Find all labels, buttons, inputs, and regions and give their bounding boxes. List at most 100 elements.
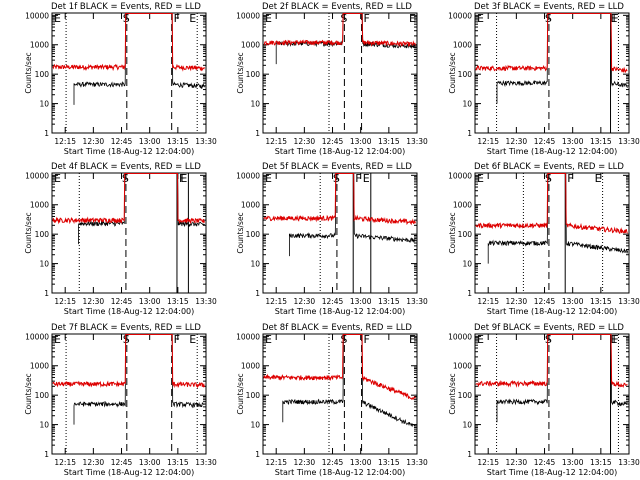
plot-frame (262, 12, 418, 134)
x-tick-label: 12:15 (54, 297, 76, 306)
panel-3: Det 3f BLACK = Events, RED = LLD 1 10 100 10… (448, 2, 640, 156)
panel-4: Det 4f BLACK = Events, RED = LLD 1 10 100 10… (24, 162, 217, 316)
plot-frame (262, 172, 418, 294)
lld-series-line (52, 13, 205, 72)
x-tick-label: 13:15 (378, 458, 400, 467)
events-series-line (496, 334, 628, 423)
y-tick-label: 10000 (236, 171, 260, 180)
y-tick-label: 1000 (241, 41, 260, 50)
x-tick-label: 13:00 (562, 137, 584, 146)
plot-frame (474, 172, 630, 294)
x-tick-label: 13:30 (195, 458, 217, 467)
interval-label: F (613, 333, 619, 346)
x-tick-label: 12:45 (534, 137, 556, 146)
x-tick-label: 13:15 (167, 297, 189, 306)
x-tick-label: 13:15 (167, 137, 189, 146)
x-tick-label: 13:15 (590, 137, 612, 146)
x-tick-label: 13:30 (618, 137, 640, 146)
x-tick-label: 13:00 (350, 297, 372, 306)
y-tick-label: 1000 (241, 201, 260, 210)
interval-label: E (189, 333, 196, 346)
x-tick-label: 12:30 (294, 297, 316, 306)
x-tick-label: 13:00 (139, 137, 161, 146)
plot-frame (474, 333, 630, 455)
plot-frame (51, 12, 207, 134)
x-tick-label: 12:45 (534, 458, 556, 467)
x-tick-label: 12:15 (477, 458, 499, 467)
x-tick-label: 13:00 (562, 297, 584, 306)
y-axis-label: Counts/sec (448, 373, 457, 414)
y-tick-label: 100 (246, 391, 261, 400)
panel-9: Det 9f BLACK = Events, RED = LLD 1 10 100 10… (448, 323, 640, 477)
y-tick-label: 10 (39, 421, 49, 430)
panel-7: Det 7f BLACK = Events, RED = LLD 1 10 100 10… (24, 323, 217, 477)
panel-title: Det 1f BLACK = Events, RED = LLD (51, 2, 201, 12)
x-tick-label: 12:45 (534, 297, 556, 306)
x-tick-label: 13:30 (406, 297, 428, 306)
x-tick-label: 12:30 (83, 458, 105, 467)
interval-label: S (340, 333, 347, 346)
y-tick-label: 10 (462, 421, 472, 430)
x-tick-label: 12:30 (506, 137, 528, 146)
x-axis-label: Start Time (18-Aug-12 12:04:00) (275, 307, 406, 316)
interval-label: E (409, 333, 416, 346)
y-tick-label: 1000 (453, 362, 472, 371)
interval-label: F (567, 172, 573, 185)
x-tick-label: 13:15 (167, 458, 189, 467)
interval-label: F (174, 333, 180, 346)
panel-title: Det 2f BLACK = Events, RED = LLD (262, 2, 412, 12)
interval-label: S (123, 12, 130, 25)
x-tick-label: 12:30 (83, 137, 105, 146)
y-tick-label: 10000 (236, 332, 260, 341)
x-tick-label: 12:30 (83, 297, 105, 306)
y-tick-label: 1 (44, 450, 49, 459)
y-tick-label: 100 (246, 230, 261, 239)
x-tick-label: 13:15 (590, 458, 612, 467)
panel-title: Det 3f BLACK = Events, RED = LLD (474, 2, 624, 12)
panel-6: Det 6f BLACK = Events, RED = LLD 1 10 100 10… (448, 162, 640, 316)
x-tick-label: 13:30 (618, 297, 640, 306)
x-tick-label: 13:30 (195, 137, 217, 146)
x-tick-label: 13:00 (139, 297, 161, 306)
x-tick-label: 13:15 (378, 137, 400, 146)
panel-title: Det 9f BLACK = Events, RED = LLD (474, 323, 624, 333)
interval-label: S (340, 12, 347, 25)
y-tick-label: 1 (44, 289, 49, 298)
interval-label: E (595, 172, 602, 185)
y-axis-label: Counts/sec (236, 212, 245, 253)
panel-5: Det 5f BLACK = Events, RED = LLD 1 10 100 10… (236, 162, 428, 316)
y-tick-label: 1 (255, 289, 260, 298)
x-tick-label: 13:00 (562, 458, 584, 467)
y-axis-label: Counts/sec (24, 373, 33, 414)
x-tick-label: 13:00 (350, 137, 372, 146)
x-axis-label: Start Time (18-Aug-12 12:04:00) (487, 468, 618, 477)
y-axis-label: Counts/sec (236, 373, 245, 414)
interval-label: E (610, 333, 617, 346)
panel-title: Det 8f BLACK = Events, RED = LLD (262, 323, 412, 333)
events-series-line (73, 334, 205, 425)
y-tick-label: 100 (458, 230, 473, 239)
events-series-line (282, 334, 416, 428)
lld-series-line (263, 334, 416, 400)
interval-label: E (265, 172, 272, 185)
interval-label: E (54, 172, 61, 185)
plot-frame (474, 12, 630, 134)
interval-label: E (610, 12, 617, 25)
x-axis-label: Start Time (18-Aug-12 12:04:00) (487, 147, 618, 156)
interval-label: E (265, 12, 272, 25)
lld-series-line (52, 334, 205, 389)
x-tick-label: 12:45 (322, 137, 344, 146)
x-tick-label: 13:30 (195, 297, 217, 306)
x-tick-label: 12:30 (294, 458, 316, 467)
x-tick-label: 12:30 (294, 137, 316, 146)
y-tick-label: 10 (39, 260, 49, 269)
y-tick-label: 1000 (453, 41, 472, 50)
x-tick-label: 12:45 (111, 297, 133, 306)
y-tick-label: 10000 (236, 11, 260, 20)
interval-label: S (545, 333, 552, 346)
interval-label: F (174, 12, 180, 25)
events-series-line (487, 173, 628, 264)
interval-label: E (477, 172, 484, 185)
x-tick-label: 13:15 (378, 297, 400, 306)
